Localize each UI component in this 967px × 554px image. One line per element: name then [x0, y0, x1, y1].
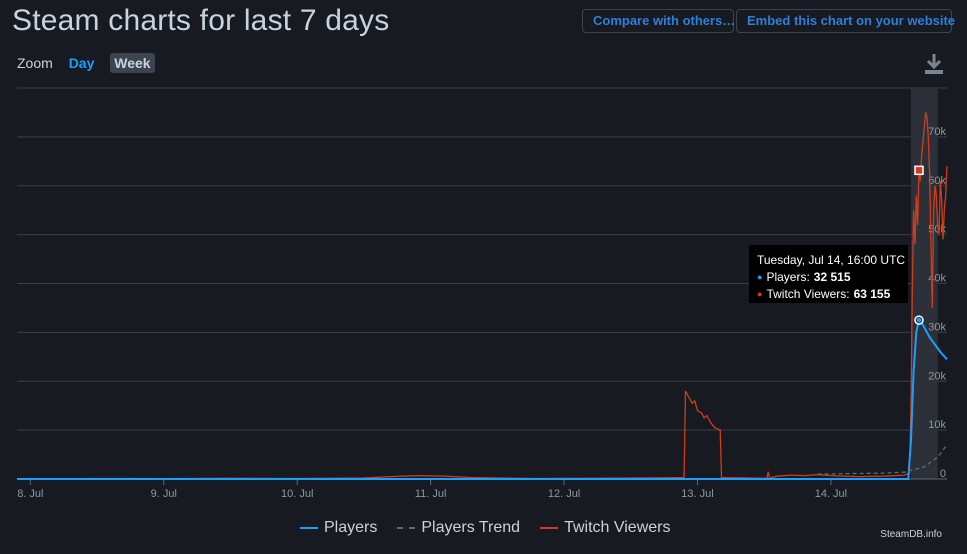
chart-legend: Players Players Trend Twitch Viewers — [300, 519, 670, 537]
zoom-day-button[interactable]: Day — [68, 55, 95, 71]
tooltip-players: ● Players: 32 515 — [757, 269, 900, 286]
zoom-week-button[interactable]: Week — [110, 53, 155, 73]
legend-players-trend[interactable]: Players Trend — [397, 519, 520, 537]
embed-button[interactable]: Embed this chart on your website — [736, 9, 955, 33]
series-players-trend — [817, 444, 948, 475]
x-tick-label: 11. Jul — [415, 488, 447, 500]
x-tick-label: 8. Jul — [17, 488, 43, 500]
y-tick-label: 10k — [928, 419, 946, 431]
zoom-label: Zoom — [17, 55, 53, 71]
tooltip-twitch-value: 63 155 — [853, 287, 891, 301]
page-title: Steam charts for last 7 days — [12, 4, 390, 37]
tooltip-twitch: ● Twitch Viewers: 63 155 — [757, 286, 900, 303]
x-tick-label: 9. Jul — [151, 488, 177, 500]
twitch-swatch-icon — [540, 527, 559, 529]
legend-trend-label: Players Trend — [421, 519, 521, 536]
legend-twitch-viewers[interactable]: Twitch Viewers — [540, 519, 670, 537]
x-tick-label: 13. Jul — [681, 488, 713, 500]
steam-chart[interactable]: 8. Jul 9. Jul 10. Jul 11. Jul 12. Jul 13. Jul… — [0, 80, 967, 510]
y-tick-label: 70k — [928, 126, 946, 138]
twitch-dot-icon: ● — [757, 289, 763, 299]
players-dot-icon: ● — [757, 272, 763, 282]
compare-button[interactable]: Compare with others… — [582, 9, 735, 33]
steamdb-credit[interactable]: SteamDB.info — [880, 529, 942, 540]
chart-tooltip: Tuesday, Jul 14, 16:00 UTC ● Players: 32… — [749, 245, 908, 303]
legend-players-label: Players — [324, 519, 378, 536]
zoom-controls: Zoom Day Week — [17, 53, 155, 73]
trend-swatch-icon — [397, 527, 416, 529]
tooltip-players-label: Players: — [766, 270, 810, 284]
series-players — [17, 318, 948, 480]
x-tick-label: 10. Jul — [281, 488, 313, 500]
tooltip-twitch-label: Twitch Viewers: — [766, 287, 850, 301]
twitch-marker — [914, 165, 924, 176]
x-tick-label: 12. Jul — [548, 488, 580, 500]
download-icon[interactable] — [922, 52, 946, 76]
legend-twitch-label: Twitch Viewers — [564, 519, 671, 536]
legend-players[interactable]: Players — [300, 519, 377, 537]
y-tick-label: 60k — [928, 175, 946, 187]
x-tick-label: 14. Jul — [815, 488, 847, 500]
tooltip-players-value: 32 515 — [813, 270, 851, 284]
tooltip-date: Tuesday, Jul 14, 16:00 UTC — [757, 253, 906, 267]
players-marker-core — [916, 317, 922, 323]
y-tick-label: 30k — [928, 321, 946, 333]
y-tick-label: 0 — [940, 468, 946, 480]
y-tick-label: 20k — [928, 370, 946, 382]
players-swatch-icon — [300, 527, 318, 529]
